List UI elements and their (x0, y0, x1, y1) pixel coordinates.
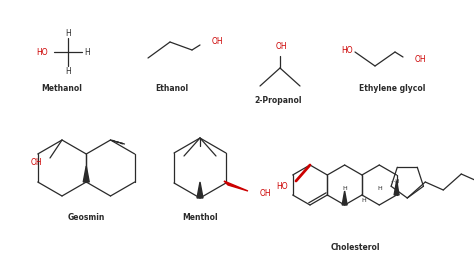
Text: OH: OH (275, 41, 287, 51)
Text: H: H (377, 185, 382, 191)
Text: HO: HO (276, 182, 288, 191)
Text: OH: OH (212, 37, 224, 46)
Text: OH: OH (415, 54, 427, 63)
Text: H: H (65, 67, 71, 76)
Text: 2-Propanol: 2-Propanol (254, 96, 302, 104)
Text: Cholesterol: Cholesterol (330, 243, 380, 253)
Text: OH: OH (30, 157, 42, 167)
Text: OH: OH (260, 189, 272, 198)
Text: Geosmin: Geosmin (68, 213, 105, 222)
Text: H: H (362, 198, 366, 203)
Text: Ethylene glycol: Ethylene glycol (359, 83, 425, 92)
Text: H: H (84, 47, 90, 56)
Polygon shape (197, 182, 203, 198)
Polygon shape (83, 166, 89, 182)
Text: Menthol: Menthol (182, 213, 218, 222)
Polygon shape (342, 191, 347, 205)
Text: ···H: ···H (390, 178, 399, 183)
Text: Methanol: Methanol (42, 83, 82, 92)
Text: H: H (65, 28, 71, 38)
Polygon shape (224, 181, 248, 191)
Polygon shape (394, 181, 399, 195)
Text: HO: HO (341, 46, 353, 54)
Text: HO: HO (36, 47, 48, 56)
Text: H: H (342, 185, 347, 191)
Text: Ethanol: Ethanol (155, 83, 189, 92)
